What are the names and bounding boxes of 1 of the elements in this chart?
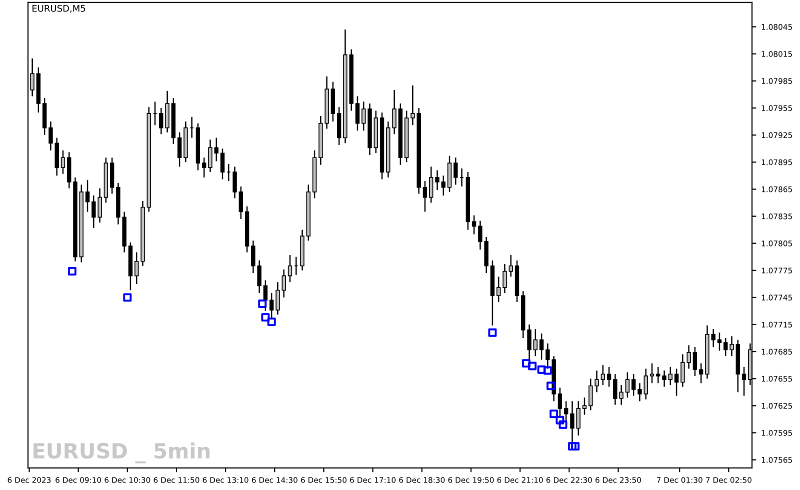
chart-title: EURUSD,M5 [32,4,86,13]
